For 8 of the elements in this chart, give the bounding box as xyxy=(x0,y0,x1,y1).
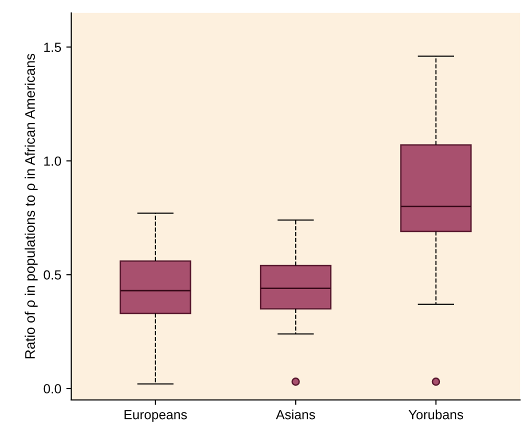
y-axis-title: Ratio of ρ in populations to ρ in African Americans xyxy=(24,54,38,358)
x-tick-label: Asians xyxy=(276,410,316,420)
y-tick-label: 1.5 xyxy=(44,42,62,52)
y-tick-label: 0.5 xyxy=(44,270,62,280)
y-tick-label: 0.0 xyxy=(44,384,62,394)
x-tick-label: Yorubans xyxy=(408,410,464,420)
y-tick-label: 1.0 xyxy=(44,156,62,166)
x-tick-label: Europeans xyxy=(124,410,187,422)
